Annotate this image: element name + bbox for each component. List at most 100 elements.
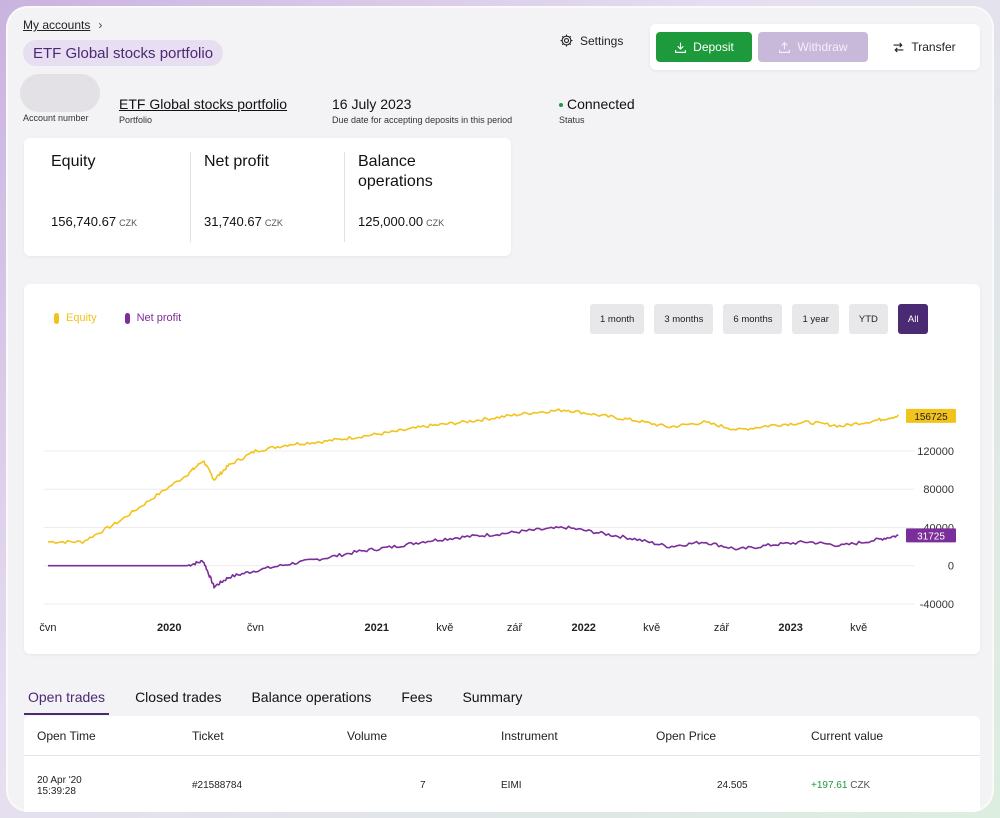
range-ytd[interactable]: YTD: [848, 304, 888, 334]
account-number-redacted: [20, 74, 100, 112]
withdraw-label: Withdraw: [797, 40, 848, 54]
x-tick-label: 2021: [365, 622, 389, 634]
legend-swatch-net-profit: [124, 312, 130, 324]
col-instrument[interactable]: Instrument: [501, 729, 558, 743]
deposit-label: Deposit: [693, 40, 734, 54]
x-tick-label: kvě: [643, 622, 660, 634]
col-current-value[interactable]: Current value: [811, 729, 884, 743]
range-1-year[interactable]: 1 year: [792, 304, 839, 334]
cell-instrument: EIMI: [501, 780, 522, 791]
stats-card: Equity 156,740.67 CZK Net profit 31,740.6…: [24, 138, 511, 256]
x-tick-label: čvn: [247, 622, 264, 634]
due-date-label: Due date for accepting deposits in this …: [332, 115, 513, 125]
account-actions: Deposit Withdraw Transfer: [650, 24, 980, 70]
due-date-info: 16 July 2023 Due date for accepting depo…: [332, 96, 512, 125]
series-line-equity: [47, 408, 899, 544]
series-line-net-profit: [48, 525, 899, 589]
deposit-button[interactable]: Deposit: [656, 32, 752, 62]
stat-value: 31,740.67 CZK: [204, 214, 283, 229]
stat-value: 125,000.00 CZK: [358, 214, 445, 229]
range-6-months[interactable]: 6 months: [723, 304, 783, 334]
x-tick-label: zář: [507, 622, 523, 634]
trades-tabs: Open trades Closed trades Balance operat…: [24, 689, 526, 715]
legend-label-equity: Equity: [66, 312, 97, 324]
cell-volume: 7: [420, 780, 426, 791]
chart-legend: Equity Net profit: [54, 312, 181, 324]
transfer-button[interactable]: Transfer: [876, 32, 972, 62]
legend-equity[interactable]: Equity: [54, 312, 97, 324]
x-tick-label: 2020: [157, 622, 181, 634]
gear-icon: [560, 34, 573, 47]
x-tick-label: zář: [714, 622, 730, 634]
portfolio-label: Portfolio: [119, 115, 153, 125]
cell-open-date: 20 Apr '20: [37, 775, 82, 786]
y-tick-label: 120000: [917, 446, 954, 458]
range-3-months[interactable]: 3 months: [654, 304, 714, 334]
last-value-badge: [906, 528, 956, 543]
divider: [344, 152, 345, 242]
stat-name: Net profit: [204, 153, 269, 170]
portfolio-info: ETF Global stocks portfolio Portfolio: [119, 96, 287, 125]
account-number-label: Account number: [23, 113, 89, 123]
page-title: ETF Global stocks portfolio: [23, 40, 224, 66]
tab-balance-operations[interactable]: Balance operations: [251, 689, 372, 705]
stat-name: Equity: [51, 153, 96, 170]
col-volume[interactable]: Volume: [347, 729, 388, 743]
tab-summary[interactable]: Summary: [462, 689, 523, 705]
x-tick-label: 2022: [571, 622, 595, 634]
stat-value: 156,740.67 CZK: [51, 214, 138, 229]
stat-balance-operations: Balance operations 125,000.00 CZK: [358, 152, 468, 242]
legend-swatch-equity: [54, 312, 59, 324]
withdraw-button[interactable]: Withdraw: [758, 32, 868, 62]
last-value-label: 156725: [914, 412, 948, 423]
table-header: Open Time Ticket Volume Instrument Open …: [24, 716, 980, 756]
upload-icon: [779, 41, 791, 53]
x-tick-label: kvě: [850, 622, 867, 634]
col-open-time[interactable]: Open Time: [37, 729, 96, 743]
status-label: Status: [559, 115, 585, 125]
x-tick-label: čvn: [39, 622, 56, 634]
status-dot-icon: [559, 103, 563, 108]
breadcrumb-my-accounts[interactable]: My accounts: [23, 18, 91, 32]
legend-net-profit[interactable]: Net profit: [124, 312, 182, 324]
y-tick-label: 0: [948, 561, 954, 573]
range-1-month[interactable]: 1 month: [590, 304, 645, 334]
y-tick-label: 80000: [923, 484, 954, 496]
chevron-right-icon: ›: [98, 18, 103, 32]
open-trades-table: Open Time Ticket Volume Instrument Open …: [24, 716, 980, 812]
tab-fees[interactable]: Fees: [401, 689, 433, 705]
transfer-label: Transfer: [911, 40, 956, 54]
tab-closed-trades[interactable]: Closed trades: [135, 689, 222, 705]
legend-label-net-profit: Net profit: [136, 312, 182, 324]
settings-button[interactable]: Settings: [559, 33, 623, 48]
equity-chart: 12000080000400000-40000čvn2020čvn2021kvě…: [39, 408, 956, 634]
y-tick-label: -40000: [920, 599, 954, 611]
status-badge: Connected: [559, 96, 635, 112]
status-value: Connected: [567, 96, 635, 112]
breadcrumb: My accounts ›: [23, 18, 102, 32]
stat-net-profit: Net profit 31,740.67 CZK: [204, 152, 314, 242]
col-ticket[interactable]: Ticket: [192, 729, 224, 743]
x-tick-label: kvě: [436, 622, 453, 634]
download-icon: [675, 42, 687, 53]
status-info: Connected Status: [559, 96, 635, 125]
cell-open-price: 24.505: [717, 780, 748, 791]
last-value-badge: [906, 408, 956, 423]
range-all[interactable]: All: [897, 304, 929, 334]
chart-card: Equity Net profit 1 month 3 months 6 mon…: [24, 284, 980, 654]
stat-equity: Equity 156,740.67 CZK: [51, 152, 161, 242]
stat-name: Balance operations: [358, 153, 433, 190]
tab-open-trades[interactable]: Open trades: [24, 689, 110, 715]
settings-label: Settings: [580, 33, 624, 48]
due-date-value: 16 July 2023: [332, 96, 412, 112]
col-open-price[interactable]: Open Price: [656, 729, 717, 743]
last-value-label: 31725: [917, 531, 945, 542]
transfer-arrows-icon: [894, 42, 904, 52]
range-selector: 1 month 3 months 6 months 1 year YTD All: [590, 304, 929, 334]
cell-ticket: #21588784: [192, 780, 243, 791]
cell-current-value: +197.61 CZK: [811, 780, 871, 791]
x-tick-label: 2023: [778, 622, 802, 634]
portfolio-link[interactable]: ETF Global stocks portfolio: [119, 96, 288, 112]
divider: [190, 152, 191, 242]
cell-open-time: 15:39:28: [37, 786, 76, 797]
